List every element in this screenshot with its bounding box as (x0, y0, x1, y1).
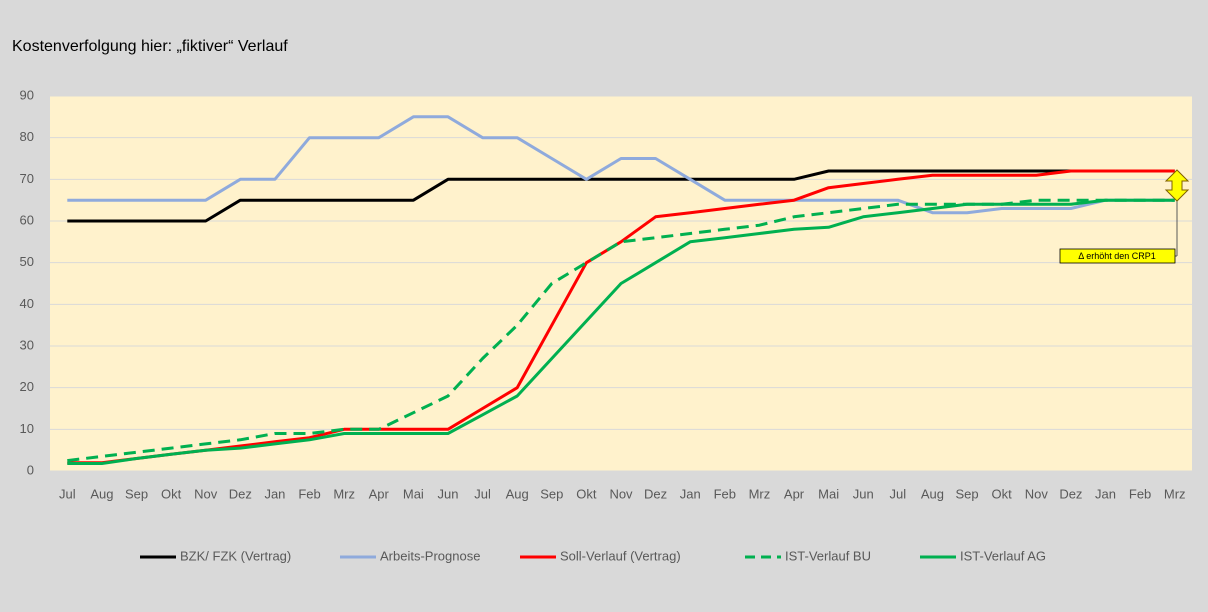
x-tick-label: Mrz (1164, 486, 1186, 501)
x-tick-label: Dez (229, 486, 252, 501)
x-tick-label: Sep (125, 486, 148, 501)
x-tick-label: Nov (194, 486, 218, 501)
y-tick-label: 0 (27, 462, 34, 477)
x-tick-label: Okt (576, 486, 597, 501)
x-tick-label: Aug (506, 486, 529, 501)
x-tick-label: Aug (921, 486, 944, 501)
chart-title: Kostenverfolgung hier: „fiktiver“ Verlau… (12, 38, 288, 55)
y-tick-label: 70 (20, 171, 34, 186)
legend-label: IST-Verlauf BU (785, 548, 871, 563)
x-tick-label: Jun (437, 486, 458, 501)
x-tick-label: Okt (992, 486, 1013, 501)
annotation: Δ erhöht den CRP1 (1059, 169, 1190, 264)
y-tick-label: 20 (20, 379, 34, 394)
x-tick-label: Dez (644, 486, 667, 501)
y-tick-label: 30 (20, 337, 34, 352)
legend-label: Soll-Verlauf (Vertrag) (560, 548, 681, 563)
annotation-text: Δ erhöht den CRP1 (1078, 251, 1156, 261)
x-tick-label: Feb (1129, 486, 1151, 501)
x-tick-label: Jul (890, 486, 907, 501)
x-tick-label: Nov (1025, 486, 1049, 501)
x-tick-label: Jan (680, 486, 701, 501)
x-tick-label: Aug (90, 486, 113, 501)
x-tick-label: Jan (1095, 486, 1116, 501)
x-tick-label: Feb (714, 486, 736, 501)
y-tick-label: 60 (20, 212, 34, 227)
legend-label: IST-Verlauf AG (960, 548, 1046, 563)
difference-arrow (1164, 169, 1190, 202)
x-tick-label: Sep (540, 486, 563, 501)
x-tick-label: Mrz (333, 486, 355, 501)
x-tick-label: Dez (1059, 486, 1082, 501)
legend-label: Arbeits-Prognose (380, 548, 480, 563)
x-tick-label: Jun (853, 486, 874, 501)
x-tick-label: Mrz (749, 486, 771, 501)
series-line (67, 115, 1175, 215)
x-tick-label: Sep (955, 486, 978, 501)
y-tick-label: 40 (20, 296, 34, 311)
series-line (67, 169, 1175, 223)
x-tick-label: Okt (161, 486, 182, 501)
x-tick-label: Jan (264, 486, 285, 501)
series-line (67, 198, 1175, 465)
x-tick-label: Nov (609, 486, 633, 501)
x-tick-label: Mai (818, 486, 839, 501)
x-tick-label: Apr (369, 486, 390, 501)
x-tick-label: Jul (59, 486, 76, 501)
x-tick-label: Mai (403, 486, 424, 501)
x-tick-label: Apr (784, 486, 805, 501)
legend-label: BZK/ FZK (Vertrag) (180, 548, 291, 563)
series-line (67, 169, 1175, 465)
annotation-box (1059, 248, 1176, 264)
y-tick-label: 50 (20, 254, 34, 269)
x-tick-label: Feb (298, 486, 320, 501)
x-tick-label: Jul (474, 486, 491, 501)
y-tick-label: 90 (20, 87, 34, 102)
y-tick-label: 10 (20, 421, 34, 436)
y-tick-label: 80 (20, 129, 34, 144)
